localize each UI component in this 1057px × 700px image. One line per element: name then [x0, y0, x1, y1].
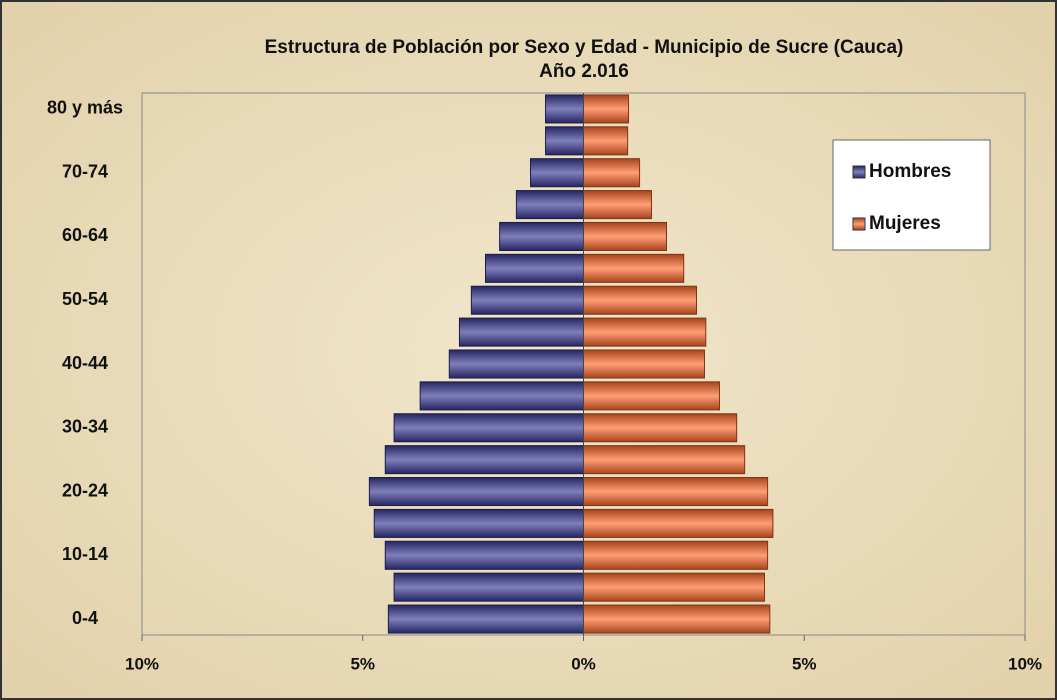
- bar: [583, 94, 630, 124]
- bar: [583, 572, 766, 602]
- y-tick-label: 30-34: [62, 417, 108, 437]
- bar: [583, 221, 668, 251]
- bar: [384, 540, 585, 570]
- y-tick-label: 80 y más: [47, 98, 123, 118]
- bar: [530, 158, 585, 188]
- x-tick-label: 0%: [571, 654, 596, 673]
- bar: [583, 158, 641, 188]
- bar: [583, 126, 629, 156]
- bar: [583, 253, 685, 283]
- bar: [583, 477, 769, 507]
- chart-subtitle: Año 2.016: [539, 61, 629, 82]
- bar: [484, 253, 584, 283]
- bar: [545, 94, 585, 124]
- bar: [583, 508, 774, 538]
- bar: [583, 445, 746, 475]
- legend-label: Mujeres: [869, 213, 941, 234]
- bar: [515, 190, 585, 220]
- y-tick-label: 70-74: [62, 161, 108, 181]
- legend-label: Hombres: [869, 161, 951, 182]
- bar: [583, 413, 738, 443]
- bar: [419, 381, 584, 411]
- bar: [583, 190, 652, 220]
- bar: [458, 317, 585, 347]
- bar: [583, 381, 720, 411]
- legend-swatch: [852, 217, 866, 231]
- bar: [470, 285, 585, 315]
- x-tick-label: 10%: [1008, 654, 1042, 673]
- bar: [583, 285, 698, 315]
- bar: [583, 317, 707, 347]
- bar: [384, 445, 585, 475]
- y-tick-label: 50-54: [62, 289, 108, 309]
- x-tick-label: 5%: [792, 654, 817, 673]
- y-tick-label: 40-44: [62, 353, 108, 373]
- bar: [583, 349, 705, 379]
- bar: [387, 604, 584, 634]
- bar: [499, 221, 584, 251]
- legend-box: [832, 139, 991, 251]
- bar: [448, 349, 584, 379]
- y-tick-label: 60-64: [62, 225, 108, 245]
- bar: [393, 572, 584, 602]
- y-tick-label: 20-24: [62, 480, 108, 500]
- bar: [368, 477, 584, 507]
- bar: [373, 508, 584, 538]
- x-tick-label: 10%: [125, 654, 159, 673]
- y-tick-label: 0-4: [72, 608, 98, 628]
- legend-swatch: [852, 165, 866, 179]
- bar: [393, 413, 584, 443]
- y-tick-label: 10-14: [62, 544, 108, 564]
- bar: [545, 126, 585, 156]
- x-tick-label: 5%: [350, 654, 375, 673]
- bar: [583, 604, 771, 634]
- bar: [583, 540, 769, 570]
- chart-title: Estructura de Población por Sexo y Edad …: [265, 37, 904, 58]
